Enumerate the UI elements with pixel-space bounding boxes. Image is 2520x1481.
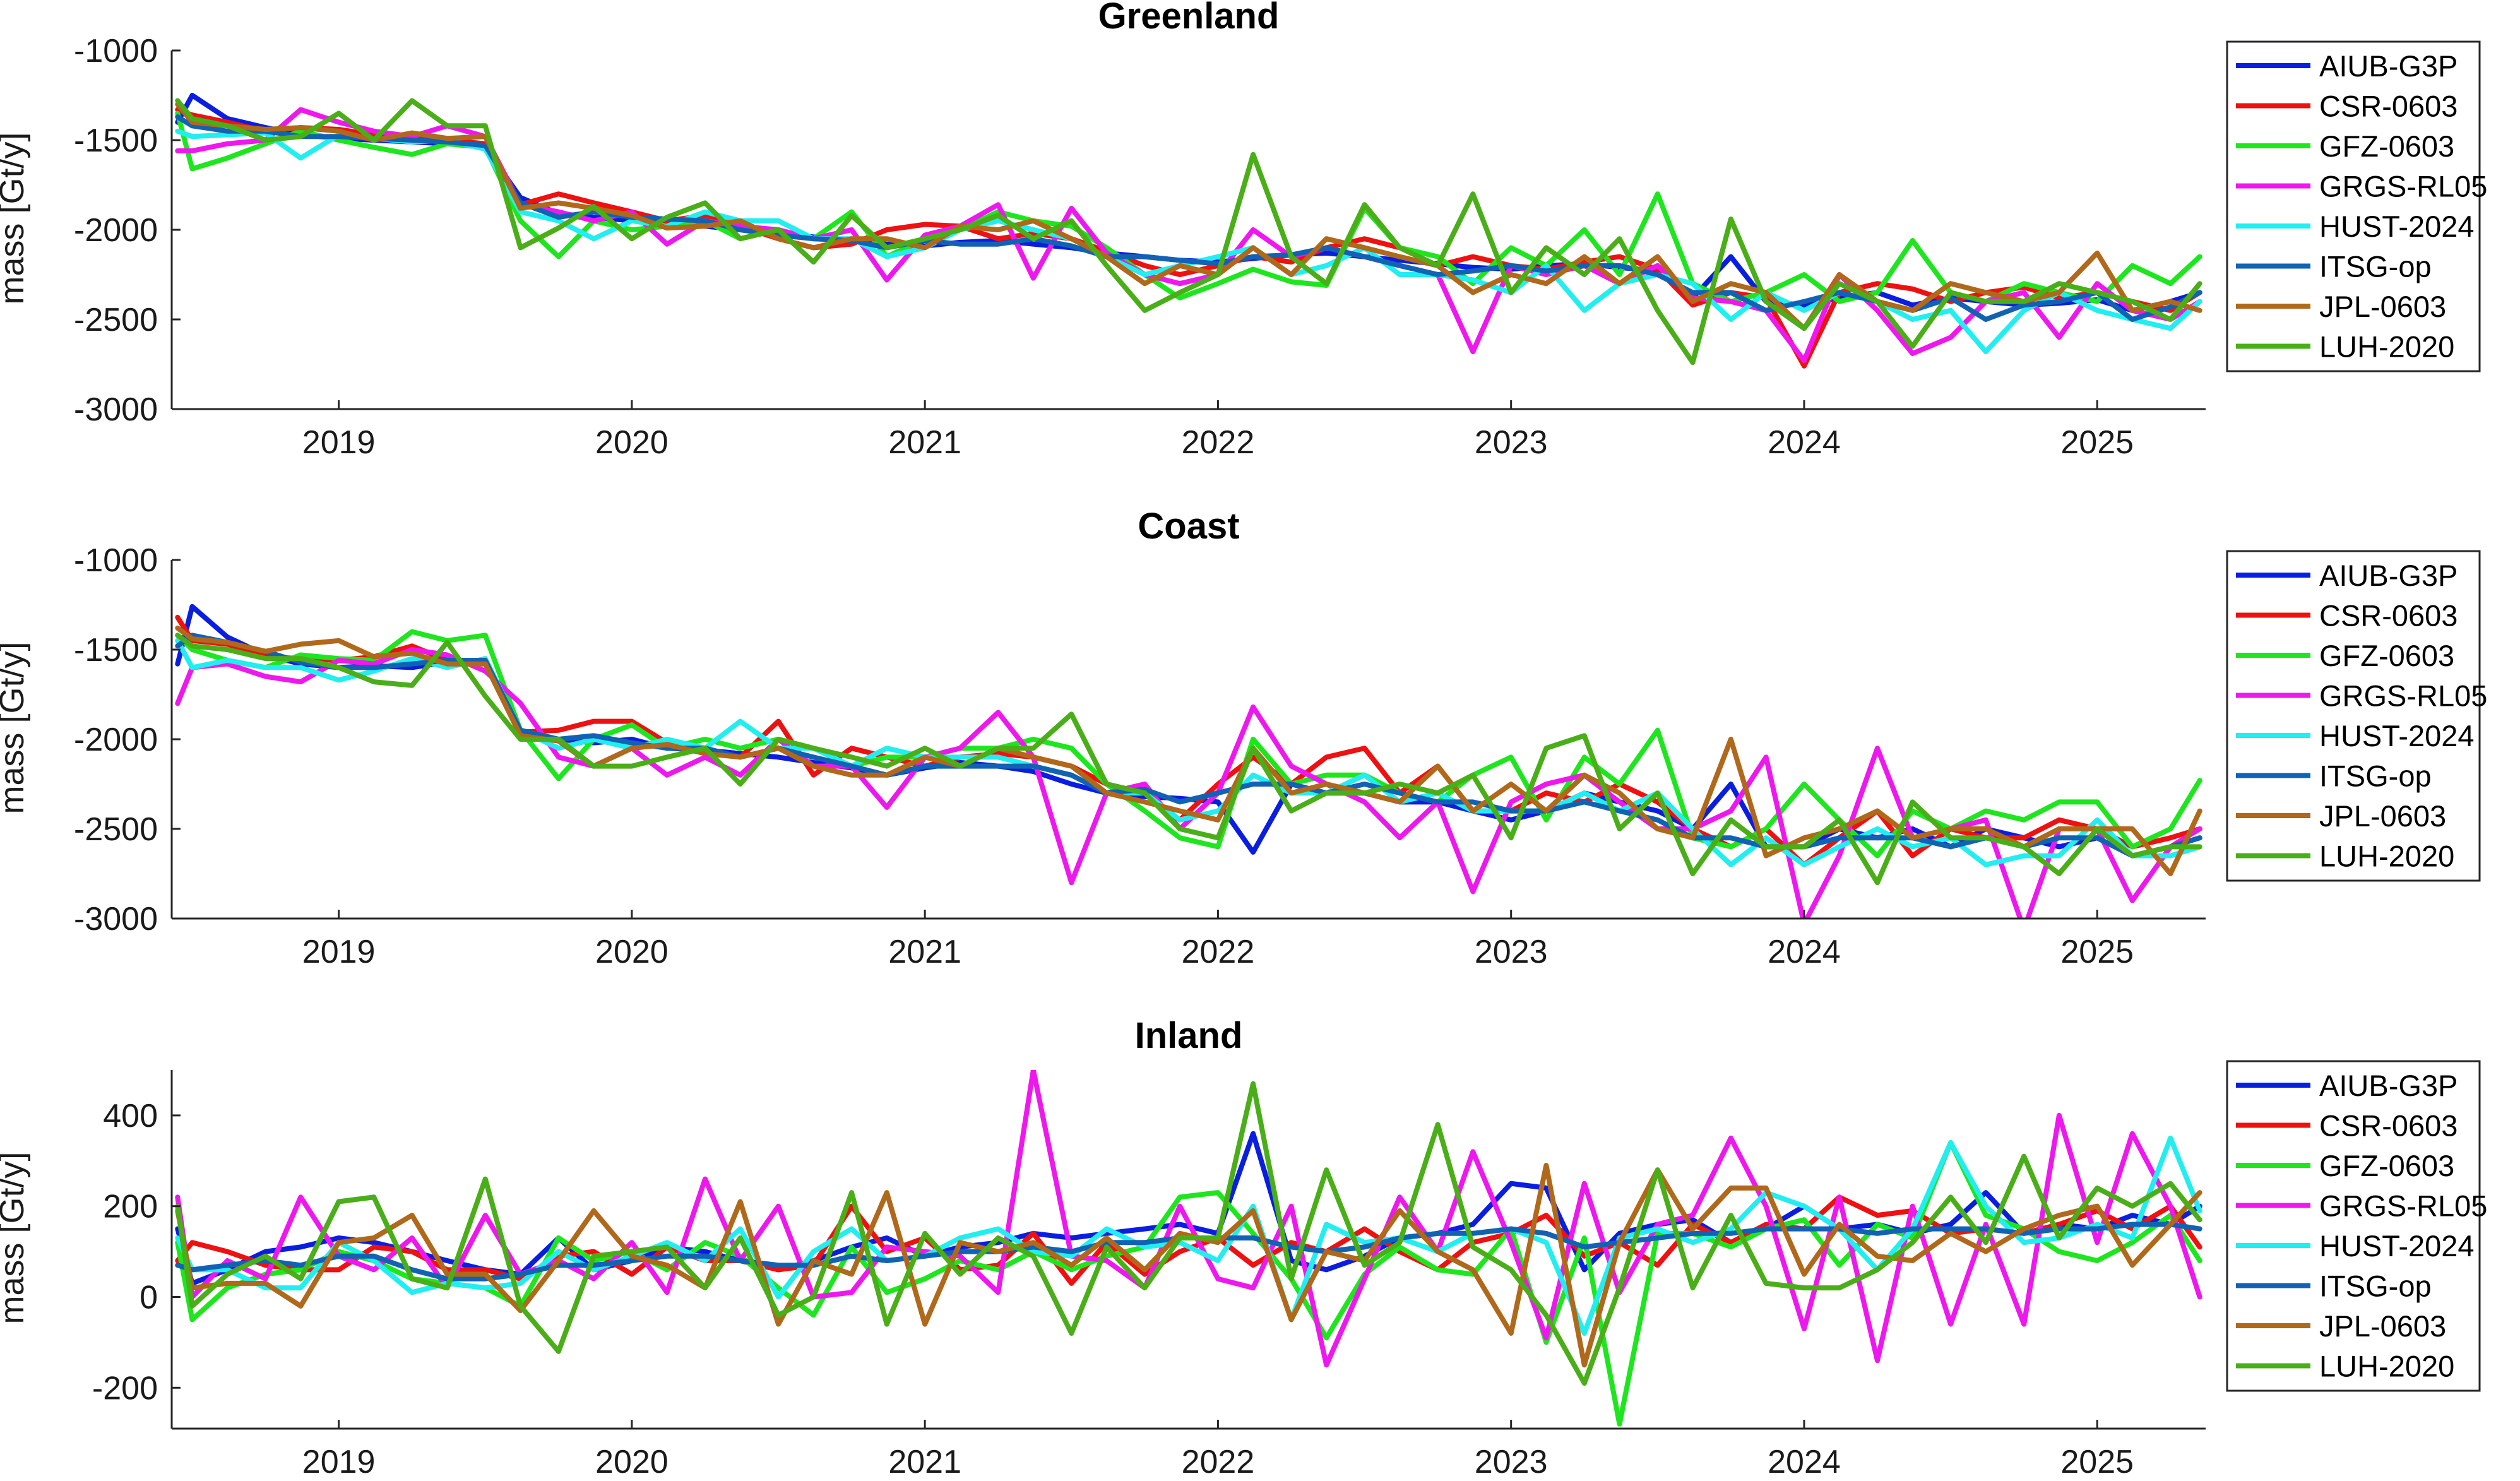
x-tick-label: 2024 <box>1768 1444 1841 1480</box>
x-tick-label: 2023 <box>1475 934 1548 970</box>
series-line-luh-2020 <box>175 633 2202 886</box>
legend-label: LUH-2020 <box>2319 840 2454 873</box>
series-line-grgs-rl05 <box>175 1070 2202 1368</box>
x-tick-label: 2022 <box>1182 934 1255 970</box>
series-line-gfz-0603 <box>175 1140 2202 1427</box>
x-tick-label: 2019 <box>302 934 376 970</box>
legend-label: HUST-2024 <box>2319 719 2475 752</box>
series-group <box>175 604 2202 919</box>
x-tick-label: 2019 <box>302 424 376 461</box>
y-tick-label: 200 <box>103 1189 158 1225</box>
legend: AIUB-G3P CSR-0603 GFZ-0603 GRGS-RL05 HUST-20… <box>2226 40 2487 372</box>
x-tick-label: 2022 <box>1182 1444 1255 1480</box>
x-tick-label: 2021 <box>888 424 961 461</box>
y-tick-label: 0 <box>140 1279 158 1316</box>
chart-title: Greenland <box>1098 0 1280 37</box>
x-tick-label: 2024 <box>1768 934 1841 970</box>
y-tick-label: -2000 <box>74 722 158 758</box>
legend-label: GRGS-RL05 <box>2319 170 2487 203</box>
legend-label: HUST-2024 <box>2319 210 2475 243</box>
x-tick-label: 2020 <box>595 1444 669 1480</box>
legend-label: GFZ-0603 <box>2319 1149 2454 1182</box>
legend-label: CSR-0603 <box>2319 599 2458 633</box>
legend-label: AIUB-G3P <box>2319 559 2458 592</box>
x-tick-label: 2019 <box>302 1444 376 1480</box>
y-tick-label: -3000 <box>74 901 158 937</box>
legend-label: JPL-0603 <box>2319 799 2446 833</box>
legend-label: AIUB-G3P <box>2319 49 2458 83</box>
panel-greenland: Greenland mass [Gt/y] -3000 -2500 -2000 -1500… <box>0 0 2487 461</box>
y-tick-label: -2500 <box>74 302 158 338</box>
chart-title: Coast <box>1138 506 1239 547</box>
panel-inland: Inland mass [Gt/y] -200 0 200 400 2019 2020 2021… <box>0 1015 2487 1480</box>
chart-title: Inland <box>1135 1015 1243 1056</box>
x-tick-label: 2025 <box>2060 1444 2134 1480</box>
series-line-hust-2024 <box>175 128 2202 355</box>
legend-label: LUH-2020 <box>2319 330 2454 364</box>
series-line-luh-2020 <box>175 98 2202 366</box>
legend-label: GRGS-RL05 <box>2319 1189 2487 1223</box>
series-line-csr-0603 <box>175 1194 2202 1286</box>
y-tick-label: -1000 <box>74 542 158 579</box>
y-axis-label: mass [Gt/y] <box>0 132 31 304</box>
y-tick-label: -200 <box>92 1370 158 1407</box>
legend-label: GFZ-0603 <box>2319 129 2454 163</box>
legend-label: CSR-0603 <box>2319 1109 2458 1143</box>
y-tick-label: -1500 <box>74 122 158 159</box>
y-tick-label: -2000 <box>74 212 158 249</box>
legend-label: GFZ-0603 <box>2319 639 2454 672</box>
legend-label: ITSG-op <box>2319 250 2432 283</box>
y-tick-label: -2500 <box>74 811 158 848</box>
panel-coast: Coast mass [Gt/y] -3000 -2500 -2000 -1500 -100… <box>0 506 2487 970</box>
x-tick-label: 2024 <box>1768 424 1841 461</box>
x-tick-label: 2023 <box>1475 1444 1548 1480</box>
series-line-luh-2020 <box>175 1081 2202 1386</box>
y-axis-label: mass [Gt/y] <box>0 641 31 814</box>
y-tick-label: -1000 <box>74 33 158 69</box>
x-tick-label: 2025 <box>2060 424 2134 461</box>
series-group <box>175 93 2202 369</box>
legend-label: JPL-0603 <box>2319 290 2446 323</box>
series-line-gfz-0603 <box>175 629 2202 859</box>
legend: AIUB-G3P CSR-0603 GFZ-0603 GRGS-RL05 HUST-20… <box>2226 550 2487 882</box>
legend-label: CSR-0603 <box>2319 90 2458 123</box>
series-line-jpl-0603 <box>175 1163 2202 1368</box>
legend-label: LUH-2020 <box>2319 1350 2454 1383</box>
legend-label: JPL-0603 <box>2319 1309 2446 1343</box>
legend-label: ITSG-op <box>2319 1270 2432 1303</box>
x-tick-label: 2020 <box>595 424 669 461</box>
x-tick-label: 2022 <box>1182 424 1255 461</box>
x-tick-label: 2025 <box>2060 934 2134 970</box>
legend-label: GRGS-RL05 <box>2319 679 2487 713</box>
y-tick-label: -1500 <box>74 632 158 669</box>
y-tick-label: -3000 <box>74 391 158 428</box>
legend-label: HUST-2024 <box>2319 1229 2475 1263</box>
x-tick-label: 2023 <box>1475 424 1548 461</box>
legend-box <box>2226 40 2481 372</box>
y-tick-label: 400 <box>103 1098 158 1134</box>
legend-box <box>2226 1060 2481 1392</box>
y-axis-label: mass [Gt/y] <box>0 1151 31 1324</box>
legend-label: AIUB-G3P <box>2319 1069 2458 1102</box>
series-line-jpl-0603 <box>175 625 2202 876</box>
x-tick-label: 2021 <box>888 934 961 970</box>
x-tick-label: 2020 <box>595 934 669 970</box>
legend-box <box>2226 550 2481 882</box>
legend-label: ITSG-op <box>2319 759 2432 793</box>
series-group <box>175 1070 2202 1427</box>
legend: AIUB-G3P CSR-0603 GFZ-0603 GRGS-RL05 HUST-20… <box>2226 1060 2487 1392</box>
x-tick-label: 2021 <box>888 1444 961 1480</box>
